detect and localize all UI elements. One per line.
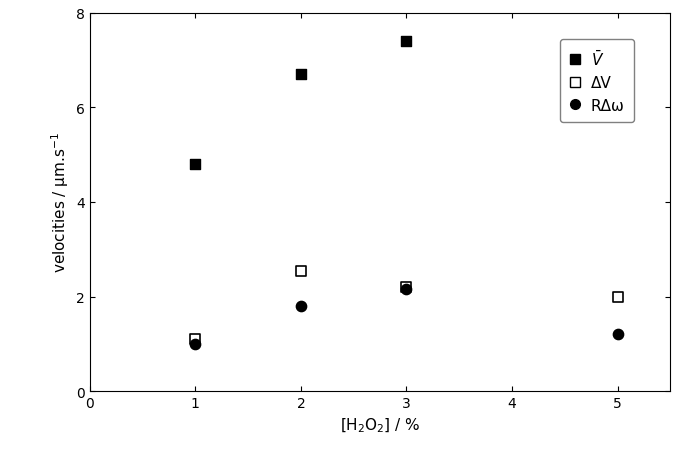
Point <box>401 284 412 291</box>
Point <box>295 267 306 274</box>
Legend: $\bar{V}$, ΔV, RΔω: $\bar{V}$, ΔV, RΔω <box>560 40 634 123</box>
Point <box>190 340 201 348</box>
Y-axis label: velocities / μm.s$^{-1}$: velocities / μm.s$^{-1}$ <box>49 132 70 273</box>
Point <box>295 71 306 79</box>
Point <box>401 286 412 293</box>
Point <box>612 52 623 60</box>
Point <box>612 331 623 339</box>
Point <box>190 161 201 168</box>
X-axis label: [H$_2$O$_2$] / %: [H$_2$O$_2$] / % <box>340 416 420 434</box>
Point <box>190 336 201 343</box>
Point <box>295 303 306 310</box>
Point <box>612 293 623 300</box>
Point <box>401 38 412 46</box>
